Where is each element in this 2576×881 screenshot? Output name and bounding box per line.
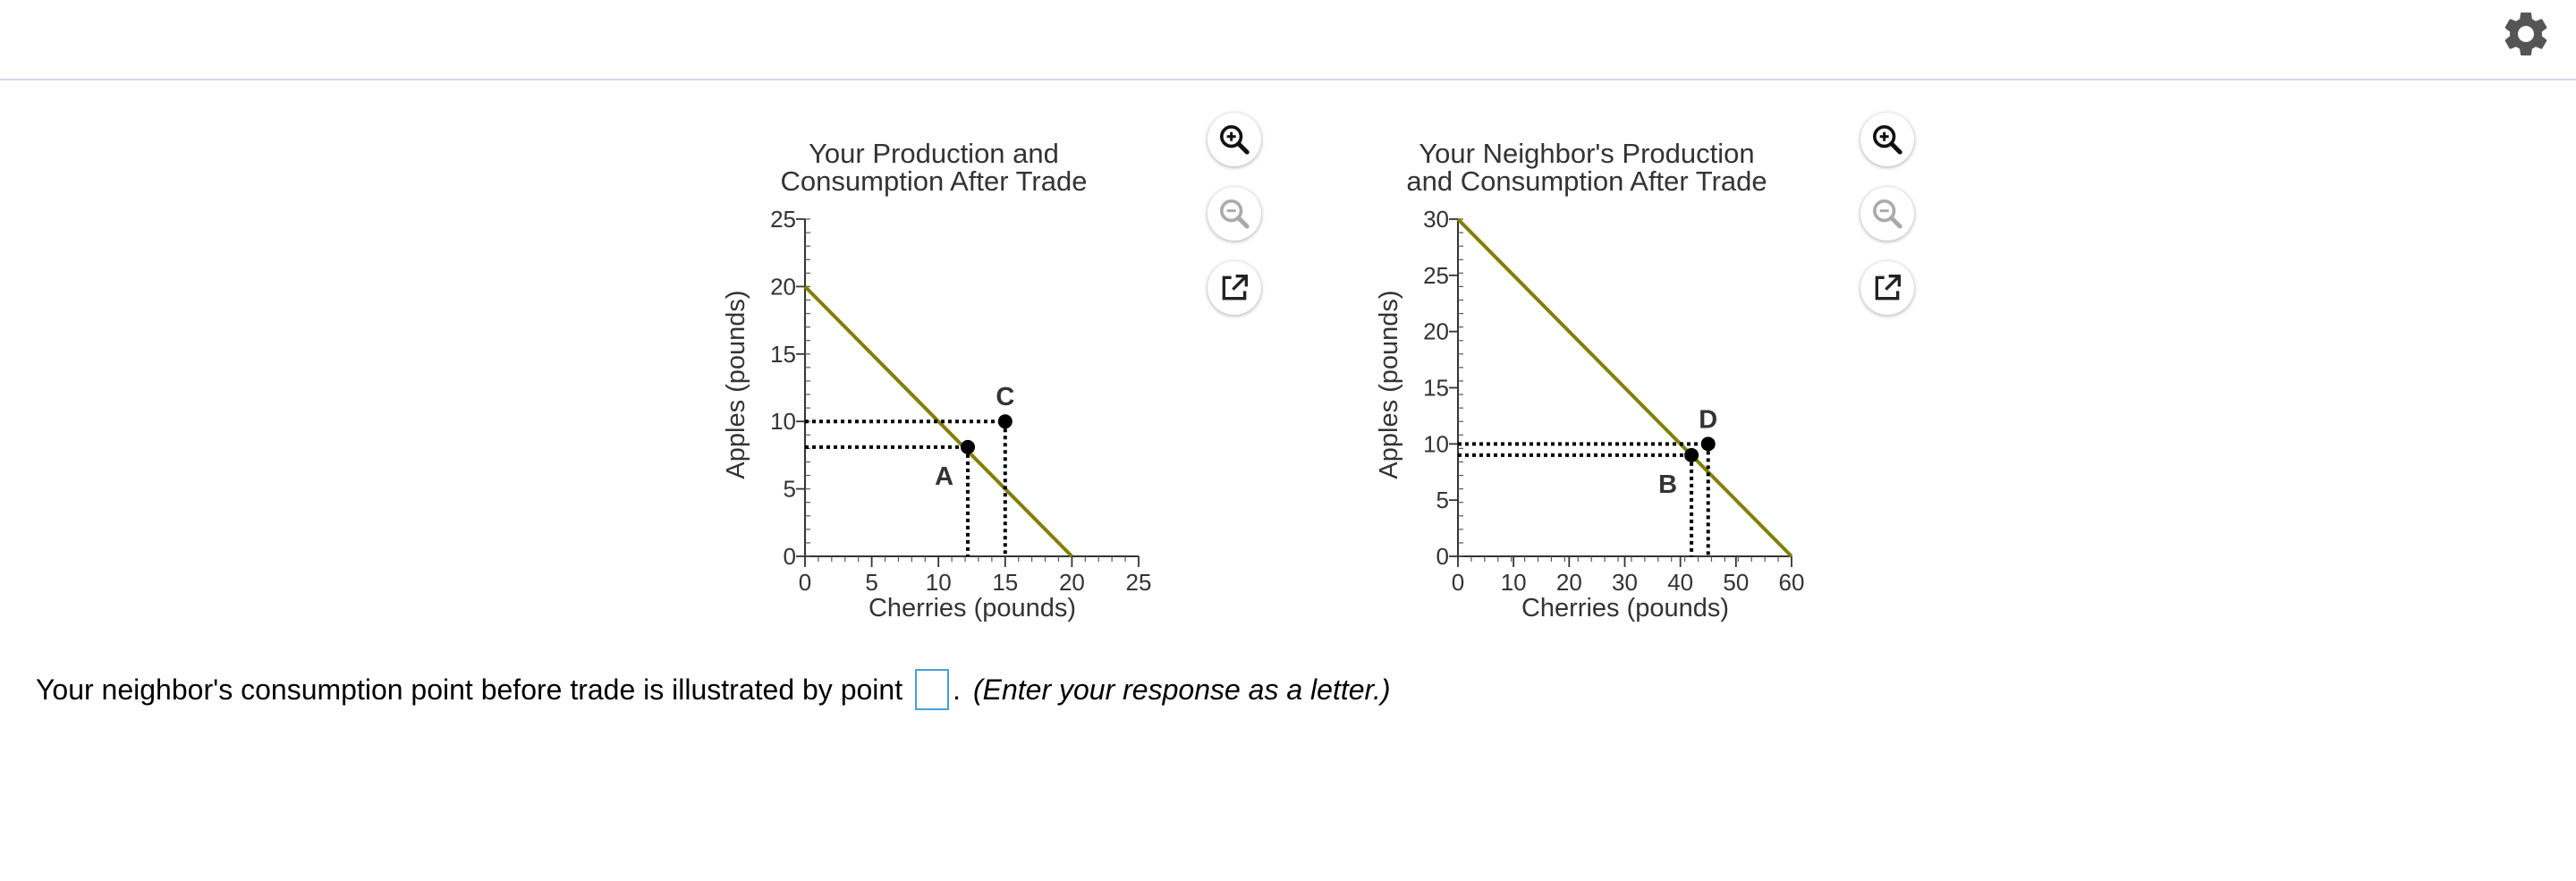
y-tick-label: 20: [770, 273, 796, 300]
zoom-in-button[interactable]: [1208, 113, 1261, 166]
x-tick-label: 60: [1779, 569, 1805, 596]
y-tick-label: 10: [1423, 430, 1449, 457]
y-axis-label: Apples (pounds): [1375, 290, 1403, 479]
y-axis-label: Apples (pounds): [722, 290, 750, 479]
chart-title-line2: and Consumption After Trade: [1406, 165, 1767, 197]
y-tick-label: 10: [770, 408, 796, 435]
y-tick-label: 0: [784, 543, 796, 570]
point-label: C: [996, 383, 1014, 411]
point-label: A: [935, 462, 953, 491]
gear-icon[interactable]: [2499, 7, 2553, 61]
plot-area: 0 5 10 15 20 25 0 5 10 15 20 25 A C: [770, 206, 1151, 596]
chart-svg: Your Neighbor's Production and Consumpti…: [1375, 138, 1804, 623]
x-tick-label: 15: [992, 569, 1018, 596]
y-tick-label: 25: [770, 206, 796, 233]
x-tick-label: 10: [926, 569, 952, 596]
point-b: [1684, 447, 1699, 462]
neighbor-production-chart: Your Neighbor's Production and Consumpti…: [1351, 125, 1816, 644]
zoom-in-icon: [1873, 125, 1902, 155]
x-tick-label: 30: [1612, 569, 1638, 596]
point-d: [1700, 436, 1716, 452]
chart-title-line1: Your Production and: [809, 138, 1059, 169]
zoom-in-button[interactable]: [1860, 113, 1914, 166]
point-label: B: [1658, 470, 1677, 499]
ppf-line: [1456, 217, 1793, 558]
zoom-out-icon: [1220, 199, 1250, 229]
x-tick-label: 20: [1059, 569, 1085, 596]
point-c: [997, 414, 1013, 429]
pop-out-icon: [1222, 275, 1248, 301]
y-tick-label: 5: [1436, 487, 1449, 513]
y-tick-label: 25: [1423, 262, 1449, 289]
x-tick-label: 50: [1723, 569, 1749, 596]
question-row: Your neighbor's consumption point before…: [36, 665, 1391, 714]
x-tick-label: 0: [799, 569, 811, 596]
zoom-out-icon: [1873, 199, 1902, 229]
y-tick-label: 5: [784, 476, 796, 503]
x-axis-label: Cherries (pounds): [1521, 594, 1729, 623]
pop-out-button[interactable]: [1860, 261, 1914, 315]
x-tick-label: 40: [1667, 569, 1693, 596]
y-tick-label: 20: [1423, 318, 1449, 345]
chart-title-line2: Consumption After Trade: [781, 165, 1088, 197]
x-tick-label: 5: [865, 569, 877, 596]
x-tick-label: 0: [1452, 569, 1464, 596]
x-tick-label: 10: [1501, 569, 1527, 596]
point-label: D: [1699, 405, 1717, 434]
question-hint: (Enter your response as a letter.): [972, 673, 1391, 706]
question-text: Your neighbor's consumption point before…: [36, 673, 903, 706]
answer-input[interactable]: [915, 669, 950, 710]
chart-svg: Your Production and Consumption After Tr…: [722, 138, 1151, 623]
pop-out-icon: [1875, 275, 1901, 301]
y-tick-label: 0: [1436, 543, 1449, 570]
x-tick-label: 20: [1556, 569, 1582, 596]
top-bar: [0, 0, 2576, 80]
zoom-out-button[interactable]: [1208, 187, 1261, 241]
point-a: [961, 439, 976, 454]
plot-area: 0 10 20 30 40 50 60 0 5 10 15 20 25 30 B D: [1423, 206, 1804, 596]
y-tick-label: 30: [1423, 206, 1449, 233]
ppf-line: [803, 284, 1073, 558]
question-period: .: [953, 673, 961, 706]
x-axis-label: Cherries (pounds): [869, 594, 1076, 623]
your-production-chart: Your Production and Consumption After Tr…: [698, 125, 1163, 644]
y-tick-label: 15: [770, 341, 796, 368]
zoom-in-icon: [1220, 125, 1250, 155]
zoom-out-button[interactable]: [1860, 187, 1914, 241]
y-tick-label: 15: [1423, 375, 1449, 402]
chart-title-line1: Your Neighbor's Production: [1419, 138, 1754, 169]
x-tick-label: 25: [1126, 569, 1152, 596]
pop-out-button[interactable]: [1208, 261, 1261, 315]
